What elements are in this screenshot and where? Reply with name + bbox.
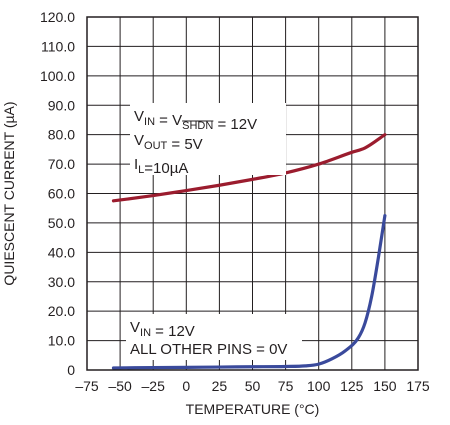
x-tick-label: 150: [373, 378, 397, 394]
x-tick-label: 0: [182, 378, 190, 394]
x-tick-label: 50: [245, 378, 261, 394]
series-line-lower: [111, 213, 387, 370]
y-tick-label: 60.0: [48, 186, 75, 202]
x-tick-label: 75: [278, 378, 294, 394]
lower-annotation-line: ALL OTHER PINS = 0V: [130, 341, 287, 358]
x-tick-label: –50: [108, 378, 132, 394]
y-tick-label: 20.0: [48, 303, 75, 319]
upper-annotation-line: VIN = VSHDN = 12V: [134, 108, 257, 133]
y-tick-label: 90.0: [48, 97, 75, 113]
y-tick-label: 80.0: [48, 127, 75, 143]
x-tick-label: –75: [75, 378, 99, 394]
upper-annotation-line: IL=10µA: [134, 156, 188, 177]
x-tick-label: 125: [340, 378, 364, 394]
plot-frame: [86, 16, 419, 371]
y-tick-label: 30.0: [48, 274, 75, 290]
x-tick-label: –25: [142, 378, 166, 394]
upper-annotation-line: VOUT = 5V: [134, 132, 203, 153]
x-tick-label: 100: [307, 378, 331, 394]
y-axis-title: QUIESCENT CURRENT (µA): [1, 101, 17, 285]
y-tick-label: 100.0: [40, 68, 75, 84]
x-axis-title: TEMPERATURE (°C): [186, 401, 320, 417]
series-line-upper: [111, 133, 387, 203]
y-tick-label: 120.0: [40, 9, 75, 25]
x-tick-label: 25: [212, 378, 228, 394]
y-tick-labels: 0 10.0 20.0 30.0 40.0 50.0 60.0 70.0 80.0 90.0 100…: [40, 9, 75, 378]
y-tick-label: 110.0: [41, 38, 75, 54]
lower-annotation-line: VIN = 12V: [130, 319, 195, 340]
x-tick-label: 175: [406, 378, 430, 394]
x-tick-labels: –75 –50 –25 0 25 50 75 100 125 150 175: [75, 378, 430, 394]
upper-annotation-background: [130, 103, 286, 175]
y-tick-label: 70.0: [48, 156, 75, 172]
y-tick-label: 40.0: [48, 244, 75, 260]
lower-annotation-background: [126, 314, 302, 360]
series-layer: [111, 133, 387, 370]
y-tick-label: 0: [67, 362, 75, 378]
y-tick-label: 10.0: [48, 333, 75, 349]
y-tick-label: 50.0: [48, 215, 75, 231]
